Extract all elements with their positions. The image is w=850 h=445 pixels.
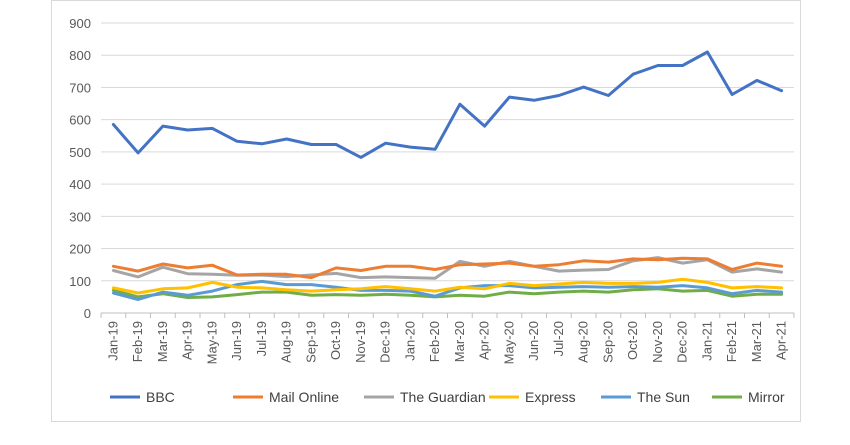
x-tick-label: Mar-19	[155, 321, 170, 362]
x-tick-label: May-20	[501, 321, 516, 364]
x-tick-label: Apr-20	[477, 321, 492, 360]
legend-label: Mirror	[748, 389, 785, 405]
legend-entry: Mail Online	[233, 389, 339, 405]
x-tick-label: Sep-19	[303, 321, 318, 363]
series-line-the-sun	[111, 279, 784, 301]
legend-label: The Guardian	[400, 389, 486, 405]
y-tick-label: 200	[69, 242, 91, 257]
y-tick-label: 600	[69, 113, 91, 128]
y-tick-label: 900	[69, 16, 91, 31]
legend-entry: Express	[489, 389, 576, 405]
x-tick-label: Feb-19	[130, 321, 145, 362]
x-tick-label: Mar-21	[749, 321, 764, 362]
x-tick-label: Aug-19	[279, 321, 294, 363]
legend: BBC Mail Online The Guardian Express The Sun…	[110, 389, 785, 405]
legend-label: BBC	[146, 389, 175, 405]
x-tick-label: Oct-19	[328, 321, 343, 360]
x-tick-label: Apr-19	[180, 321, 195, 360]
legend-entry: BBC	[110, 389, 175, 405]
series-line-express	[111, 277, 784, 295]
series-line-mail-online	[111, 256, 784, 280]
series-line-mirror	[111, 287, 784, 299]
y-tick-label: 0	[84, 306, 91, 321]
x-tick-label: Jan-19	[105, 321, 120, 361]
x-tick-label: Aug-20	[576, 321, 591, 363]
series-lines	[111, 50, 784, 301]
y-tick-label: 300	[69, 209, 91, 224]
x-tick-label: Apr-21	[774, 321, 789, 360]
x-tick-label: Oct-20	[625, 321, 640, 360]
x-tick-label: May-19	[204, 321, 219, 364]
series-line-bbc	[111, 50, 784, 159]
x-tick-label: Dec-19	[378, 321, 393, 363]
x-tick-label: Jan-20	[402, 321, 417, 361]
y-tick-label: 400	[69, 177, 91, 192]
y-axis-tick-labels: 0 100 200 300 400 500 600 700 800 900	[69, 16, 91, 321]
legend-entry: Mirror	[712, 389, 785, 405]
legend-label: Express	[525, 389, 576, 405]
y-tick-label: 700	[69, 80, 91, 95]
x-tick-label: Jul-20	[551, 321, 566, 356]
x-tick-label: Feb-21	[724, 321, 739, 362]
legend-entry: The Guardian	[364, 389, 486, 405]
y-tick-label: 800	[69, 48, 91, 63]
y-tick-label: 500	[69, 145, 91, 160]
x-tick-label: Nov-20	[650, 321, 665, 363]
legend-label: The Sun	[637, 389, 690, 405]
x-tick-label: Dec-20	[675, 321, 690, 363]
x-axis-tick-labels: Jan-19 Feb-19 Mar-19 Apr-19 May-19 Jun-19 Jul-…	[105, 321, 788, 364]
x-tick-label: Jan-21	[699, 321, 714, 361]
legend-entry: The Sun	[601, 389, 690, 405]
x-tick-label: Mar-20	[452, 321, 467, 362]
gridlines	[100, 22, 795, 318]
x-tick-label: Feb-20	[427, 321, 442, 362]
chart-frame: 0 100 200 300 400 500 600 700 800 900 Jan-19 Feb-1…	[51, 0, 801, 422]
x-tick-label: Nov-19	[353, 321, 368, 363]
y-tick-label: 100	[69, 274, 91, 289]
legend-label: Mail Online	[269, 389, 339, 405]
line-chart: 0 100 200 300 400 500 600 700 800 900 Jan-19 Feb-1…	[69, 16, 795, 405]
x-tick-label: Jun-20	[526, 321, 541, 361]
x-tick-label: Jun-19	[229, 321, 244, 361]
x-tick-label: Jul-19	[254, 321, 269, 356]
x-tick-label: Sep-20	[600, 321, 615, 363]
